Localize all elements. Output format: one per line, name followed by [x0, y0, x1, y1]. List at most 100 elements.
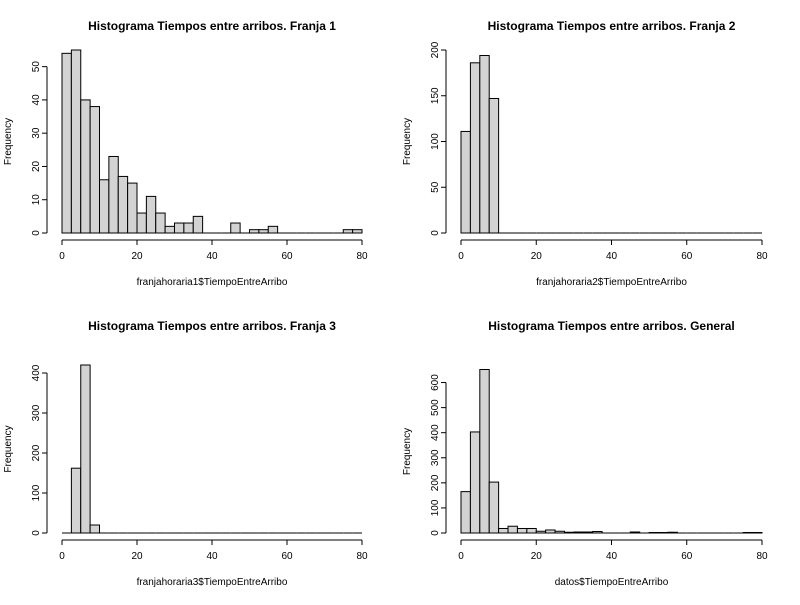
- y-tick-label: 50: [430, 181, 441, 193]
- x-tick-label: 0: [59, 251, 65, 262]
- histogram-bar: [742, 531, 754, 534]
- histogram-bar: [507, 525, 518, 534]
- y-tick-label: 300: [31, 404, 42, 421]
- y-tick-label: 50: [31, 61, 42, 73]
- histogram-panel-3: Histograma Tiempos entre arribos. Franja…: [3, 319, 368, 588]
- histogram-bar: [752, 531, 763, 534]
- histogram-bar: [479, 54, 490, 234]
- histogram-bar: [108, 155, 119, 234]
- histogram-bar: [498, 527, 509, 534]
- histogram-bar: [592, 530, 603, 534]
- histogram-bar: [117, 175, 129, 234]
- y-tick-label: 30: [31, 127, 42, 139]
- histogram-bar: [99, 179, 110, 234]
- x-tick-label: 80: [756, 551, 768, 562]
- x-tick-label: 20: [131, 251, 143, 262]
- y-tick-label: 600: [430, 374, 441, 391]
- x-tick-label: 0: [458, 551, 464, 562]
- x-axis-label: franjahoraria1$TiempoEntreArribo: [137, 277, 288, 288]
- y-tick-label: 200: [430, 474, 441, 491]
- histogram-panel-1: Histograma Tiempos entre arribos. Franja…: [3, 19, 368, 288]
- y-axis-label: Frequency: [3, 118, 14, 165]
- y-tick-label: 100: [31, 484, 42, 501]
- histogram-bar: [89, 106, 100, 234]
- histogram-panel-4: Histograma Tiempos entre arribos. Genera…: [402, 319, 768, 588]
- x-tick-label: 80: [756, 251, 768, 262]
- histogram-bar: [192, 215, 204, 234]
- y-tick-label: 100: [430, 133, 441, 150]
- x-tick-label: 80: [356, 251, 368, 262]
- x-tick-label: 20: [531, 251, 543, 262]
- y-tick-label: 500: [430, 399, 441, 416]
- histogram-bar: [516, 527, 528, 534]
- histogram-bar: [80, 99, 91, 234]
- x-axis-label: franjahoraria3$TiempoEntreArribo: [137, 577, 288, 588]
- x-tick-label: 20: [531, 551, 543, 562]
- y-tick-label: 0: [430, 530, 441, 536]
- x-tick-label: 0: [458, 251, 464, 262]
- chart-title: Histograma Tiempos entre arribos. Genera…: [488, 319, 735, 333]
- histogram-bar: [460, 130, 471, 234]
- histogram-bar: [469, 62, 481, 234]
- y-tick-label: 20: [31, 160, 42, 172]
- histogram-bar: [230, 222, 241, 234]
- y-tick-label: 150: [430, 87, 441, 104]
- x-tick-label: 60: [281, 551, 293, 562]
- histogram-bar: [136, 212, 147, 234]
- histogram-panel-2: Histograma Tiempos entre arribos. Franja…: [402, 19, 768, 288]
- histogram-bar: [573, 531, 584, 534]
- histogram-bar: [469, 431, 481, 534]
- x-tick-label: 40: [206, 251, 218, 262]
- histogram-bar: [70, 467, 82, 534]
- chart-title: Histograma Tiempos entre arribos. Franja…: [88, 19, 336, 33]
- y-tick-label: 0: [31, 530, 42, 536]
- x-tick-label: 60: [281, 251, 293, 262]
- histogram-bar: [127, 182, 138, 234]
- x-tick-label: 80: [356, 551, 368, 562]
- histogram-bar: [61, 52, 72, 234]
- histogram-bar: [164, 225, 175, 234]
- x-axis-label: datos$TiempoEntreArribo: [555, 577, 669, 588]
- histogram-bar: [267, 225, 279, 234]
- histogram-bar: [488, 481, 500, 534]
- histogram-bar: [249, 229, 260, 234]
- histogram-bar: [535, 530, 547, 534]
- histogram-bar: [658, 531, 669, 534]
- chart-title: Histograma Tiempos entre arribos. Franja…: [488, 19, 736, 33]
- histogram-bar: [183, 222, 194, 234]
- x-tick-label: 20: [131, 551, 143, 562]
- y-tick-label: 100: [430, 499, 441, 516]
- histogram-bar: [155, 212, 166, 234]
- histogram-bar: [342, 229, 354, 234]
- histogram-bar: [80, 364, 91, 534]
- histogram-bar: [460, 491, 471, 534]
- y-axis-label: Frequency: [402, 118, 413, 165]
- histogram-bar: [258, 229, 269, 234]
- histogram-bar: [479, 368, 490, 534]
- histogram-bar: [545, 529, 556, 534]
- x-tick-label: 0: [59, 551, 65, 562]
- y-tick-label: 200: [430, 41, 441, 58]
- y-tick-label: 200: [31, 444, 42, 461]
- y-tick-label: 40: [31, 94, 42, 106]
- x-tick-label: 40: [606, 551, 618, 562]
- histogram-bar: [582, 531, 594, 534]
- y-tick-label: 0: [430, 230, 441, 236]
- x-tick-label: 40: [606, 251, 618, 262]
- histogram-bar: [526, 527, 537, 534]
- y-tick-label: 10: [31, 194, 42, 206]
- y-tick-label: 400: [31, 364, 42, 381]
- x-axis-label: franjahoraria2$TiempoEntreArribo: [536, 277, 687, 288]
- histogram-bar: [667, 531, 678, 534]
- x-tick-label: 40: [206, 551, 218, 562]
- histogram-bar: [89, 524, 100, 534]
- histogram-bar: [563, 531, 575, 534]
- y-tick-label: 0: [31, 230, 42, 236]
- histogram-bar: [145, 195, 157, 234]
- histogram-bar: [174, 222, 185, 234]
- x-tick-label: 60: [681, 551, 693, 562]
- histogram-bar: [70, 49, 82, 234]
- y-tick-label: 300: [430, 449, 441, 466]
